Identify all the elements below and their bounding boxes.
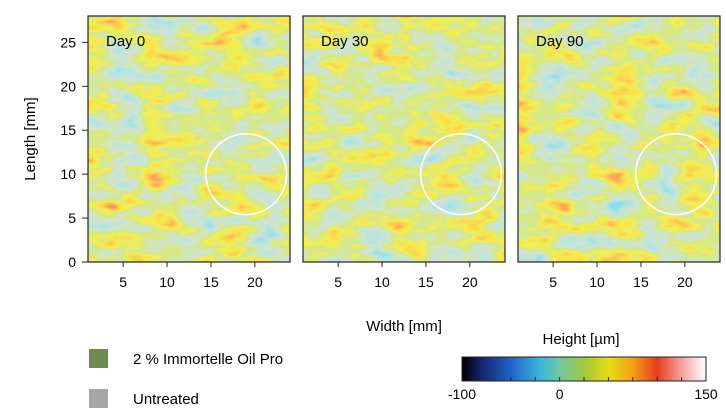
panel-label: Day 0 [106,33,145,50]
y-axis: 0 5 10 15 20 25 [60,34,88,270]
heatmap-surface [518,16,720,262]
panel-label: Day 30 [321,33,369,50]
panel-frame [302,15,506,263]
panel-day-0: Day 0 5 10 15 20 [87,15,291,290]
legend-swatch-untreated [89,389,108,408]
x-tick-label: 5 [334,274,342,290]
x-tick-label: 5 [119,274,127,290]
y-tick-label: 10 [60,166,76,182]
panel-circle [634,132,718,216]
x-ticks: 5 10 15 20 [119,262,263,290]
legend-label-immortelle: 2 % Immortelle Oil Pro [133,351,283,368]
x-tick-label: 10 [374,274,390,290]
panel-frame [517,15,721,263]
y-axis-title: Length [mm] [22,97,39,180]
panel-day-30: Day 30 5 10 15 20 [302,15,506,290]
y-tick-label: 5 [68,210,76,226]
panel-circle [204,132,288,216]
x-tick-label: 20 [247,274,263,290]
x-tick-label: 10 [589,274,605,290]
heatmap-surface [88,16,290,262]
x-tick-label: 15 [633,274,649,290]
x-tick-label: 5 [549,274,557,290]
colorbar-tick-label: 150 [694,386,718,402]
x-tick-label: 10 [159,274,175,290]
y-tick-label: 20 [60,78,76,94]
x-tick-label: 15 [203,274,219,290]
y-tick-label: 15 [60,122,76,138]
heatmap-surface [303,16,505,262]
y-tick-label: 25 [60,34,76,50]
legend-swatch-immortelle [89,349,108,368]
x-axis-title: Width [mm] [366,318,442,335]
x-tick-label: 15 [418,274,434,290]
colorbar-ticks: -100 0 150 [448,377,718,402]
panel-day-90: Day 90 5 10 15 20 [517,15,721,290]
legend: 2 % Immortelle Oil Pro Untreated [89,349,283,408]
panel-circle [419,132,503,216]
colorbar-tick-label: -100 [448,386,476,402]
panel-frame [87,15,291,263]
legend-label-untreated: Untreated [133,391,199,408]
x-tick-label: 20 [462,274,478,290]
colorbar: Height [µm] -100 0 150 [448,331,718,402]
y-tick-label: 0 [68,254,76,270]
x-ticks: 5 10 15 20 [334,262,478,290]
colorbar-tick-label: 0 [556,386,564,402]
panel-label: Day 90 [536,33,584,50]
x-ticks: 5 10 15 20 [549,262,693,290]
colorbar-title: Height [µm] [543,331,620,348]
x-tick-label: 20 [677,274,693,290]
